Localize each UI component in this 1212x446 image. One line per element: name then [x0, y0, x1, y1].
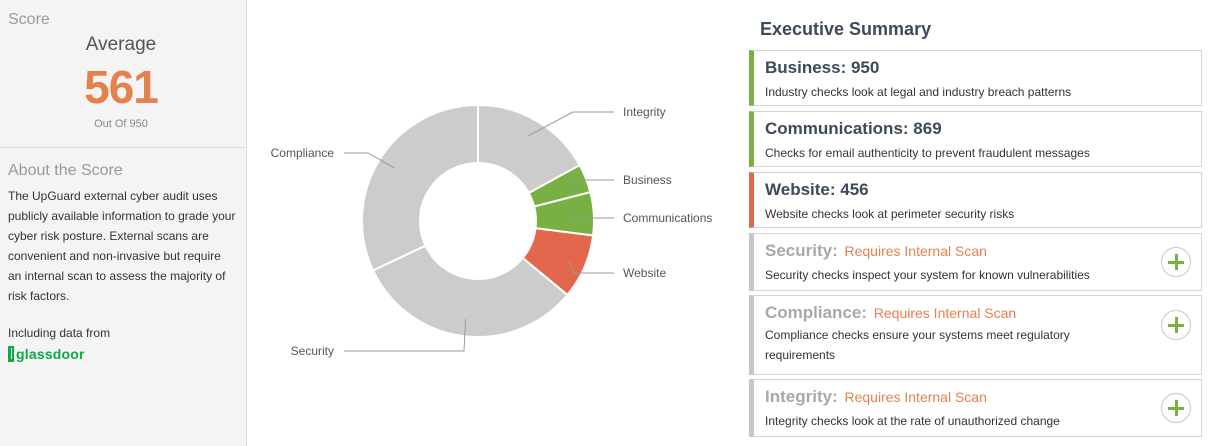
card-title: Website: 456 — [765, 180, 869, 199]
leader-line-business — [569, 179, 614, 185]
card-title: Business: 950 — [765, 58, 880, 77]
about-score-text: The UpGuard external cyber audit uses pu… — [8, 189, 236, 303]
summary-card-security: Security: Requires Internal Scan Securit… — [749, 233, 1202, 291]
data-source-label: Including data from — [8, 326, 111, 340]
card-description: Security checks inspect your system for … — [765, 268, 1090, 282]
leader-line-website — [568, 260, 614, 274]
card-description: Checks for email authenticity to prevent… — [765, 146, 1090, 160]
slice-label-business: Business — [623, 173, 672, 187]
score-out-of: Out Of 950 — [94, 118, 148, 130]
card-title: Security: Requires Internal Scan — [765, 241, 987, 260]
about-score-heading: About the Score — [8, 162, 123, 179]
score-section: Score Average 561 Out Of 950 — [0, 0, 246, 148]
card-title: Communications: 869 — [765, 119, 942, 138]
internal-scan-status: Requires Internal Scan — [844, 243, 987, 259]
summary-card-integrity: Integrity: Requires Internal Scan Integr… — [749, 379, 1202, 437]
slice-label-communications: Communications — [623, 211, 712, 225]
glassdoor-wordmark: glassdoor — [16, 346, 85, 362]
internal-scan-status: Requires Internal Scan — [844, 389, 987, 405]
executive-summary-title: Executive Summary — [760, 19, 932, 39]
score-breakdown-chart: Integrity Business Communications Website Se… — [248, 0, 748, 446]
glassdoor-logo: glassdoor — [8, 346, 85, 362]
expand-integrity-button[interactable] — [1161, 393, 1191, 423]
card-title: Integrity: Requires Internal Scan — [765, 387, 987, 406]
slice-label-integrity: Integrity — [623, 105, 666, 119]
slice-label-security: Security — [291, 344, 334, 358]
donut-slice-compliance — [361, 103, 479, 272]
donut-chart-svg: Integrity Business Communications Website Se… — [271, 103, 712, 358]
leader-line-communications — [571, 214, 614, 219]
score-value: 561 — [84, 61, 159, 113]
leader-line-integrity — [528, 111, 614, 137]
score-rating: Average — [85, 34, 157, 55]
internal-scan-status: Requires Internal Scan — [873, 305, 1017, 321]
slice-label-website: Website — [623, 266, 666, 280]
summary-card-business: Business: 950 Industry checks look at le… — [749, 50, 1202, 106]
summary-card-website: Website: 456 Website checks look at peri… — [749, 172, 1202, 228]
card-description: Website checks look at perimeter securit… — [765, 207, 1015, 221]
score-panel: Score Average 561 Out Of 950 About the S… — [0, 0, 247, 446]
donut-slice-security — [371, 244, 569, 338]
expand-security-button[interactable] — [1161, 247, 1191, 277]
score-heading: Score — [8, 11, 50, 28]
summary-card-compliance: Compliance: Requires Internal Scan Compl… — [749, 295, 1202, 375]
glassdoor-icon — [8, 346, 14, 362]
card-description: Integrity checks look at the rate of una… — [765, 414, 1060, 428]
expand-compliance-button[interactable] — [1161, 310, 1191, 340]
summary-card-communications: Communications: 869 Checks for email aut… — [749, 111, 1202, 167]
card-description: Compliance checks ensure your systems me… — [765, 328, 1070, 362]
card-title: Compliance: Requires Internal Scan — [765, 303, 1017, 322]
slice-label-compliance: Compliance — [271, 146, 335, 160]
card-description: Industry checks look at legal and indust… — [765, 85, 1072, 99]
leader-line-compliance — [344, 152, 395, 169]
leader-line-security — [344, 319, 467, 352]
